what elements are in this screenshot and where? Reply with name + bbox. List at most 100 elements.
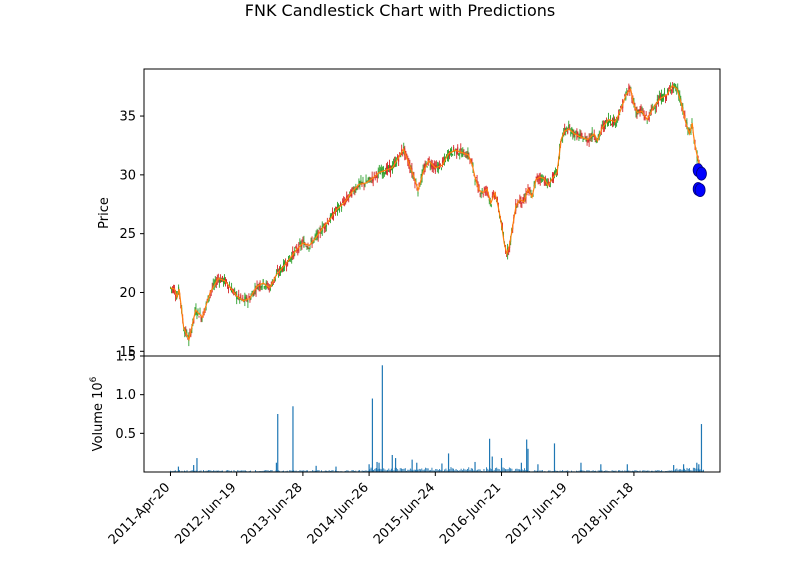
volume-bar	[489, 468, 491, 472]
volume-bar	[540, 470, 542, 472]
candle-body	[364, 184, 366, 186]
candle-body	[346, 195, 348, 201]
price-panel-frame	[144, 69, 720, 356]
candle-body	[491, 195, 493, 198]
volume-bar	[422, 469, 424, 472]
volume-bar	[698, 464, 700, 472]
volume-bar	[239, 470, 241, 472]
candle-body	[455, 149, 457, 150]
candle-body	[311, 241, 313, 246]
volume-bar	[222, 470, 224, 472]
candle-body	[380, 168, 382, 173]
volume-bar	[581, 470, 583, 472]
volume-bar	[671, 470, 673, 472]
volume-bar	[453, 468, 454, 472]
candle-body	[673, 86, 675, 89]
volume-bar	[324, 470, 326, 472]
volume-bar	[191, 470, 193, 472]
candle-body	[506, 255, 508, 257]
volume-bar	[292, 406, 294, 472]
candle-body	[338, 204, 340, 207]
volume-bar	[368, 464, 370, 472]
volume-bar	[524, 468, 526, 472]
candle-body	[349, 191, 351, 194]
volume-bar	[681, 469, 683, 472]
volume-bar	[218, 470, 220, 472]
volume-bar	[588, 470, 590, 472]
candle-body	[356, 188, 358, 190]
volume-bar	[684, 468, 685, 472]
volume-bar	[375, 468, 377, 472]
candle-body	[410, 169, 412, 172]
volume-bar	[491, 456, 493, 472]
volume-bar	[193, 465, 195, 472]
volume-bar	[687, 468, 689, 472]
candle-body	[521, 202, 523, 204]
volume-bar	[619, 470, 621, 472]
candle-body	[306, 247, 308, 248]
volume-bar	[370, 467, 372, 472]
candle-body	[615, 122, 617, 126]
candle-body	[614, 117, 616, 124]
candle-body	[548, 186, 550, 188]
x-tick-label: 2011-Apr-20	[106, 480, 173, 547]
candle-body	[671, 89, 673, 91]
candle-body	[294, 250, 296, 253]
x-tick-label: 2014-Jun-26	[305, 480, 372, 547]
volume-bar	[194, 470, 196, 472]
volume-bar	[450, 467, 452, 472]
volume-bar	[300, 470, 302, 472]
volume-bar	[305, 470, 307, 472]
volume-bar	[447, 453, 450, 472]
candle-body	[375, 171, 377, 175]
candle-body	[422, 169, 424, 171]
volume-bar	[648, 470, 650, 472]
volume-bar	[374, 468, 376, 472]
volume-bar	[459, 470, 461, 472]
candle-body	[266, 282, 268, 285]
volume-bar	[315, 465, 317, 472]
volume-bar	[513, 470, 515, 472]
volume-bar	[548, 470, 550, 472]
volume-bar	[503, 468, 505, 472]
volume-bar	[270, 470, 272, 472]
volume-bar	[511, 468, 513, 472]
volume-bar	[406, 470, 408, 472]
volume-bar	[695, 468, 697, 472]
candle-body	[577, 133, 579, 135]
candle-body	[359, 182, 361, 185]
volume-bar	[508, 467, 510, 472]
volume-bar	[286, 470, 288, 472]
volume-bar	[682, 464, 685, 472]
candle-body	[365, 179, 367, 183]
candle-body	[260, 286, 262, 289]
candle-body	[339, 208, 341, 211]
volume-bar	[420, 469, 421, 472]
volume-bars	[170, 365, 704, 472]
candle-body	[368, 177, 370, 180]
volume-bar	[587, 470, 589, 472]
prediction-marker	[696, 166, 707, 181]
volume-bar	[537, 464, 539, 472]
candle-body	[198, 316, 200, 318]
candle-body	[665, 95, 667, 99]
candle-body	[262, 279, 264, 283]
volume-label-exponent: 6	[89, 376, 99, 382]
candle-body	[532, 194, 534, 196]
candle-body	[567, 131, 569, 134]
candle-body	[305, 245, 307, 247]
volume-bar	[206, 470, 208, 472]
volume-bar	[520, 462, 522, 472]
volume-bar	[276, 470, 278, 472]
volume-bar	[686, 467, 688, 472]
candle-body	[496, 199, 498, 200]
volume-bar	[635, 470, 637, 472]
volume-bar	[383, 468, 385, 472]
volume-bar	[595, 470, 597, 472]
volume-bar	[500, 470, 501, 472]
volume-bar	[600, 464, 602, 472]
candle-body	[299, 242, 301, 244]
candle-body	[611, 124, 613, 125]
volume-bar	[220, 470, 222, 472]
volume-bar	[445, 468, 447, 472]
